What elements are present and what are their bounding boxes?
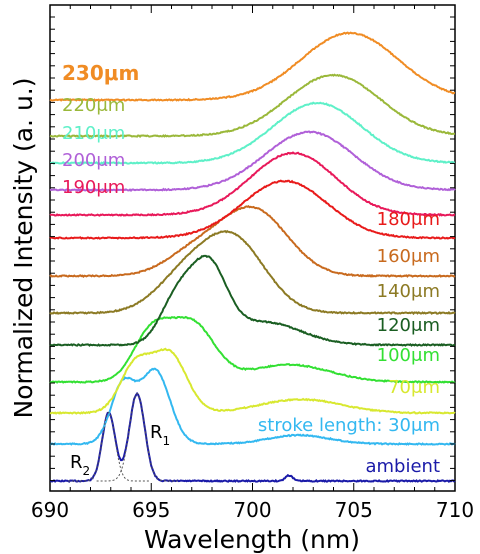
series-label-12: 230μm	[62, 61, 139, 85]
series-label-11: 220μm	[62, 95, 125, 116]
series-line-5	[49, 229, 456, 316]
series-label-3: 100μm	[377, 345, 440, 366]
x-tick-label: 690	[31, 498, 69, 522]
series-label-10: 210μm	[62, 123, 125, 144]
series-line-10	[50, 101, 456, 166]
fit-r1	[96, 393, 178, 482]
series-line-12	[49, 31, 456, 102]
series-line-11	[49, 73, 456, 139]
annotation-r2: R2	[70, 452, 90, 478]
series-label-9: 200μm	[62, 150, 125, 171]
series-line-0	[49, 391, 456, 483]
x-tick-label: 700	[233, 498, 271, 522]
series-line-7	[49, 179, 456, 240]
series-label-8: 190μm	[62, 177, 125, 198]
series-label-7: 180μm	[377, 209, 440, 230]
series-line-2	[49, 347, 456, 415]
series-labels: ambient stroke length: 30μm 70μm 100μm 120μm…	[62, 61, 440, 477]
series-label-5: 140μm	[377, 281, 440, 302]
x-tick-label: 710	[436, 498, 474, 522]
series-line-9	[49, 130, 456, 193]
annotation-r1: R1	[150, 422, 170, 448]
fit-r2	[68, 412, 150, 482]
series-line-3	[49, 315, 456, 384]
curves	[49, 31, 456, 483]
x-axis-label: Wavelength (nm)	[144, 525, 360, 554]
series-line-8	[49, 151, 456, 217]
series-label-6: 160μm	[377, 246, 440, 267]
x-tick-label: 705	[335, 498, 373, 522]
x-tick-label: 695	[132, 498, 170, 522]
series-label-1: stroke length: 30μm	[258, 415, 440, 436]
series-label-2: 70μm	[388, 377, 440, 398]
y-axis-label: Normalized Intensity (a. u.)	[9, 78, 38, 419]
series-label-0: ambient	[365, 456, 440, 477]
series-line-4	[49, 254, 456, 347]
fit-curves	[68, 393, 178, 482]
series-line-6	[49, 204, 456, 278]
series-label-4: 120μm	[377, 315, 440, 336]
axis-ticks: 690 695 700 705 710	[31, 5, 474, 522]
